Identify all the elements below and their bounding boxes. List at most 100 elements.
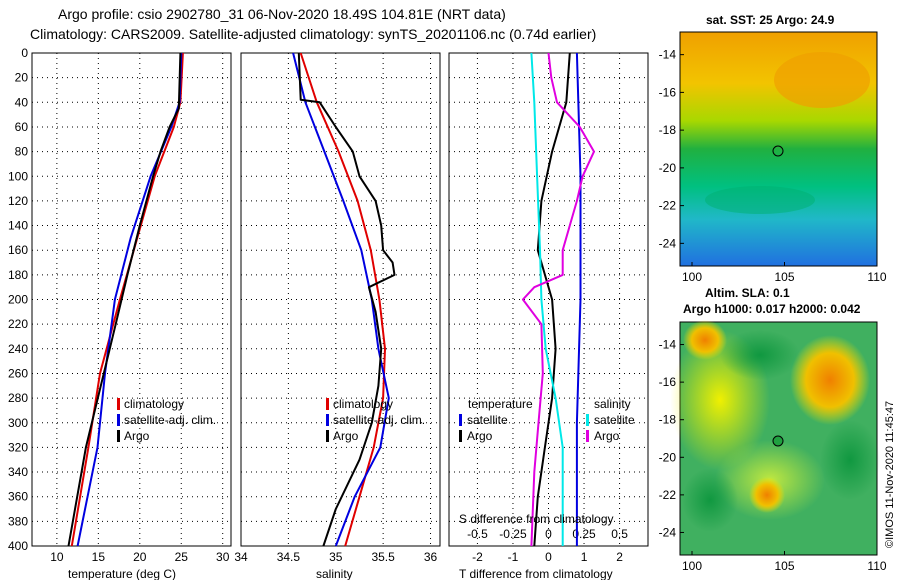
salinity-diff-tick-label: -0.5 — [467, 527, 488, 541]
legend-title-salinity: salinity — [594, 397, 631, 411]
legend-label-satellite: satellite-adj. clim. — [333, 413, 425, 427]
salinity-diff-tick-label: 0 — [545, 527, 552, 541]
legend-label-temp-satellite: satellite — [467, 413, 508, 427]
salinity-difference-axis-label: S difference from climatology — [459, 512, 614, 526]
sst-mid-patch — [705, 186, 815, 214]
x-tick-label: 25 — [175, 550, 189, 564]
map-lat-tick-label: -18 — [659, 123, 677, 137]
series-line-argo — [67, 52, 182, 547]
map-lat-tick-label: -18 — [659, 413, 677, 427]
sla-low-blob — [820, 420, 880, 500]
salinity-diff-tick-label: 0.25 — [572, 527, 596, 541]
map-lat-tick-label: -22 — [659, 488, 677, 502]
depth-tick-label: 180 — [8, 268, 28, 282]
depth-tick-label: 380 — [8, 514, 28, 528]
sla-low-blob — [682, 468, 738, 532]
legend-label-satellite: satellite-adj. clim. — [124, 413, 216, 427]
x-tick-label: 15 — [92, 550, 106, 564]
map-lat-tick-label: -14 — [659, 48, 677, 62]
sla-peak-blob — [749, 477, 785, 513]
depth-tick-label: 260 — [8, 366, 28, 380]
map-lat-tick-label: -22 — [659, 199, 677, 213]
map-lat-tick-label: -24 — [659, 525, 677, 539]
sla-map: Altim. SLA: 0.1 Argo h1000: 0.017 h2000:… — [659, 286, 887, 573]
x-tick-label: 35 — [329, 550, 343, 564]
legend-label-argo: Argo — [124, 429, 150, 443]
legend-swatch-argo — [117, 430, 120, 442]
imos-credit: ©IMOS 11-Nov-2020 11:45:47 — [884, 401, 896, 548]
difference-legend: temperature satellite Argo salinity sate… — [459, 397, 635, 443]
map-lon-tick-label: 105 — [774, 270, 794, 284]
series-line-argo — [297, 52, 396, 547]
depth-tick-label: 40 — [15, 95, 29, 109]
depth-tick-label: 140 — [8, 219, 28, 233]
depth-tick-label: 60 — [15, 120, 29, 134]
temperature-xlabel: temperature (deg C) — [68, 567, 176, 580]
sst-warm-patch — [774, 52, 870, 108]
depth-tick-label: 280 — [8, 391, 28, 405]
sla-peak-blob — [683, 320, 727, 360]
figure-title-line2: Climatology: CARS2009. Satellite-adjuste… — [30, 26, 597, 42]
legend-swatch-satellite — [326, 414, 329, 426]
difference-panel: -2 -1 0 1 2 -0.5 -0.25 0 0.25 0.5 temperature sat… — [448, 52, 649, 580]
x-tick-label: 0 — [545, 550, 552, 564]
map-lat-tick-label: -16 — [659, 375, 677, 389]
x-tick-label: 1 — [581, 550, 588, 564]
sla-argo-location-marker — [772, 435, 784, 447]
x-tick-label: 30 — [216, 550, 230, 564]
temperature-legend: climatology satellite-adj. clim. Argo — [117, 397, 216, 443]
sst-map: sat. SST: 25 Argo: 24.9 -14 -16 -18 -20 -22 -… — [659, 13, 887, 284]
legend-swatch-argo — [326, 430, 329, 442]
x-tick-label: 34.5 — [277, 550, 301, 564]
legend-swatch-sal-argo — [586, 430, 589, 442]
difference-axes-frame — [448, 52, 649, 547]
sst-argo-location-marker — [772, 145, 784, 157]
map-lat-tick-label: -16 — [659, 85, 677, 99]
legend-label-climatology: climatology — [124, 397, 184, 411]
temperature-panel: 10 15 20 25 30020406080100120140160180200220… — [8, 46, 232, 580]
salinity-panel: 34 34.5 35 35.5 36 climatology satellite-adj… — [234, 52, 441, 580]
salinity-diff-tick-label: -0.25 — [499, 527, 527, 541]
salinity-axes-frame — [240, 52, 441, 547]
depth-tick-label: 160 — [8, 243, 28, 257]
sla-map-title2: Argo h1000: 0.017 h2000: 0.042 — [683, 302, 861, 316]
series-line-salinity-argo — [521, 52, 595, 547]
legend-swatch-climatology — [326, 398, 329, 410]
temperature-difference-xlabel: T difference from climatology — [459, 567, 613, 580]
salinity-legend: climatology satellite-adj. clim. Argo — [326, 397, 425, 443]
x-tick-label: 34 — [234, 550, 248, 564]
depth-tick-label: 20 — [15, 71, 29, 85]
x-tick-label: 2 — [616, 550, 623, 564]
series-line-temperature-satellite — [575, 52, 582, 546]
map-lat-tick-label: -20 — [659, 450, 677, 464]
depth-tick-label: 200 — [8, 293, 28, 307]
map-lon-tick-label: 100 — [682, 559, 702, 573]
legend-label-sal-argo: Argo — [594, 429, 620, 443]
figure-title-line1: Argo profile: csio 2902780_31 06-Nov-202… — [58, 6, 506, 22]
legend-title-temperature: temperature — [468, 397, 533, 411]
legend-swatch-temp-argo — [459, 430, 462, 442]
x-tick-label: 36 — [424, 550, 438, 564]
depth-tick-label: 320 — [8, 440, 28, 454]
temperature-axes-frame — [31, 52, 232, 547]
series-line-temperature-argo — [533, 52, 571, 547]
map-lat-tick-label: -14 — [659, 338, 677, 352]
depth-tick-label: 400 — [8, 539, 28, 553]
depth-tick-label: 340 — [8, 465, 28, 479]
depth-tick-label: 80 — [15, 145, 29, 159]
legend-swatch-temp-satellite — [459, 414, 462, 426]
sla-low-blob — [720, 330, 800, 380]
sla-peak-blob — [790, 335, 870, 425]
depth-tick-label: 120 — [8, 194, 28, 208]
map-lon-tick-label: 100 — [682, 270, 702, 284]
legend-swatch-climatology — [117, 398, 120, 410]
depth-tick-label: 240 — [8, 342, 28, 356]
map-lat-tick-label: -20 — [659, 161, 677, 175]
x-tick-label: -2 — [472, 550, 483, 564]
legend-swatch-satellite — [117, 414, 120, 426]
legend-swatch-sal-satellite — [586, 414, 589, 426]
x-tick-label: 35.5 — [371, 550, 395, 564]
sst-map-title: sat. SST: 25 Argo: 24.9 — [706, 13, 835, 27]
legend-label-argo: Argo — [333, 429, 359, 443]
